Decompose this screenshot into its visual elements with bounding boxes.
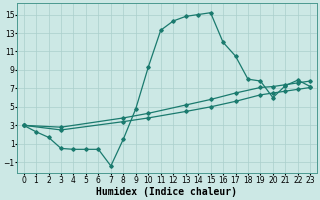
- X-axis label: Humidex (Indice chaleur): Humidex (Indice chaleur): [96, 186, 237, 197]
